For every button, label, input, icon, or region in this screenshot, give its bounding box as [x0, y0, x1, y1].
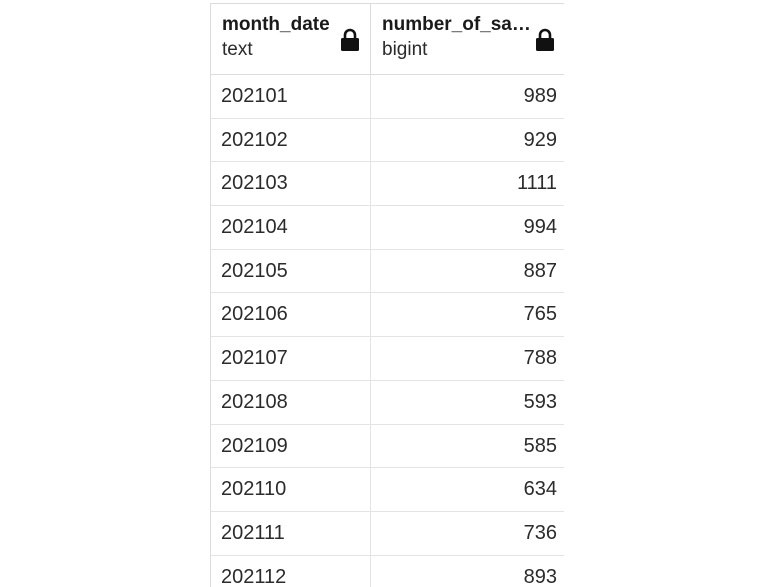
table-row[interactable]: 202103 1111 [211, 162, 564, 207]
cell-number-of-sales[interactable]: 893 [523, 565, 557, 587]
column-name: number_of_sales [382, 14, 534, 35]
cell-number-of-sales[interactable]: 887 [523, 259, 557, 282]
cell-month-date[interactable]: 202104 [211, 206, 371, 249]
table-row[interactable]: 202106 765 [211, 293, 564, 338]
table-header: month_date text number_of_sales bigint [211, 3, 564, 75]
table-row[interactable]: 202105 887 [211, 249, 564, 294]
cell-number-of-sales[interactable]: 585 [523, 434, 557, 457]
table-body: 202101 989 202102 929 202103 1111 202104 994 202… [211, 75, 564, 587]
table-row[interactable]: 202111 736 [211, 511, 564, 556]
cell-number-of-sales[interactable]: 765 [523, 303, 557, 326]
cell-month-date[interactable]: 202103 [211, 162, 371, 206]
cell-month-date[interactable]: 202108 [211, 380, 371, 424]
cell-number-of-sales[interactable]: 989 [523, 85, 557, 107]
cell-number-of-sales[interactable]: 1111 [516, 172, 557, 195]
cell-month-date[interactable]: 202101 [211, 75, 371, 118]
column-header-number-of-sales[interactable]: number_of_sales bigint [371, 4, 563, 74]
cell-number-of-sales[interactable]: 788 [523, 347, 557, 370]
cell-number-of-sales[interactable]: 929 [523, 128, 557, 151]
column-name: month_date [222, 14, 330, 35]
column-type: text [222, 39, 253, 60]
cell-month-date[interactable]: 202112 [211, 555, 371, 587]
cell-number-of-sales[interactable]: 736 [523, 521, 557, 544]
results-table: month_date text number_of_sales bigint 2… [210, 3, 564, 587]
cell-number-of-sales[interactable]: 593 [523, 390, 557, 413]
table-row[interactable]: 202102 929 [211, 118, 564, 163]
cell-month-date[interactable]: 202105 [211, 249, 371, 293]
table-row[interactable]: 202108 593 [211, 380, 564, 425]
table-row[interactable]: 202104 994 [211, 206, 564, 250]
cell-month-date[interactable]: 202106 [211, 293, 371, 337]
cell-month-date[interactable]: 202110 [211, 468, 371, 511]
cell-month-date[interactable]: 202102 [211, 118, 371, 162]
table-row[interactable]: 202101 989 [211, 75, 564, 119]
table-row[interactable]: 202110 634 [211, 468, 564, 512]
cell-month-date[interactable]: 202109 [211, 424, 371, 468]
table-row[interactable]: 202107 788 [211, 337, 564, 381]
cell-number-of-sales[interactable]: 994 [523, 216, 557, 239]
cell-number-of-sales[interactable]: 634 [523, 478, 557, 501]
cell-month-date[interactable]: 202107 [211, 337, 371, 380]
column-type: bigint [382, 39, 428, 60]
table-row[interactable]: 202109 585 [211, 424, 564, 469]
table-row[interactable]: 202112 893 [211, 555, 564, 587]
lock-icon [341, 28, 359, 51]
lock-icon [536, 28, 554, 51]
cell-month-date[interactable]: 202111 [211, 511, 371, 555]
column-header-month-date[interactable]: month_date text [211, 4, 371, 74]
